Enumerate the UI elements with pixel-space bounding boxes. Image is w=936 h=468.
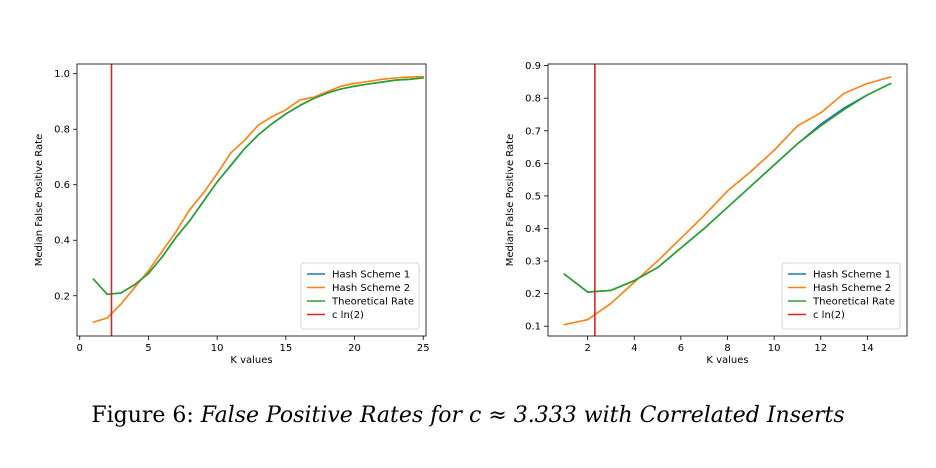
legend-box xyxy=(300,262,420,330)
y-axis-label: Median False Positive Rate xyxy=(34,134,45,267)
series-line-hash-scheme-1 xyxy=(563,82,892,293)
y-tick-label: 0.8 xyxy=(54,125,70,136)
series-line-hash-scheme-2 xyxy=(92,75,425,323)
legend-label: c ln(2) xyxy=(813,310,845,321)
y-axis-label: Median False Positive Rate xyxy=(505,134,516,267)
caption-text: False Positive Rates for c ≈ 3.333 with … xyxy=(200,403,845,428)
y-tick-label: 0.4 xyxy=(54,236,70,247)
x-tick-label: 5 xyxy=(145,343,151,354)
x-tick-label: 10 xyxy=(768,343,781,354)
y-tick-label: 0.2 xyxy=(525,289,541,300)
x-axis-label: K values xyxy=(230,355,272,366)
series-line-hash-scheme-1 xyxy=(92,77,425,296)
series-line-theoretical-rate xyxy=(563,82,892,293)
x-tick-label: 14 xyxy=(861,343,874,354)
y-tick-label: 0.7 xyxy=(525,126,541,137)
y-tick-label: 0.8 xyxy=(525,94,541,105)
plot-frame xyxy=(547,63,908,337)
x-tick-label: 8 xyxy=(724,343,730,354)
series-line-hash-scheme-2 xyxy=(563,76,892,326)
y-tick-label: 0.6 xyxy=(54,180,70,191)
legend: Hash Scheme 1 Hash Scheme 2 Theoretical Ra… xyxy=(300,262,420,330)
x-tick-label: 6 xyxy=(678,343,684,354)
x-tick-label: 0 xyxy=(77,343,83,354)
legend-label: Theoretical Rate xyxy=(812,297,895,308)
legend-box xyxy=(781,262,901,330)
x-tick-label: 12 xyxy=(814,343,827,354)
legend-label: Hash Scheme 1 xyxy=(813,270,891,281)
legend-label: c ln(2) xyxy=(332,310,364,321)
x-tick-label: 15 xyxy=(279,343,292,354)
caption-prefix: Figure 6: xyxy=(91,403,201,428)
y-tick-label: 0.2 xyxy=(54,291,70,302)
y-tick-label: 0.3 xyxy=(525,257,541,268)
legend: Hash Scheme 1 Hash Scheme 2 Theoretical Ra… xyxy=(781,262,901,330)
legend-label: Theoretical Rate xyxy=(331,297,414,308)
x-tick-label: 10 xyxy=(211,343,224,354)
legend-label: Hash Scheme 1 xyxy=(332,270,410,281)
series-line-theoretical-rate xyxy=(92,77,425,296)
x-tick-label: 25 xyxy=(417,343,430,354)
y-tick-label: 0.4 xyxy=(525,224,541,235)
x-axis-label: K values xyxy=(706,355,748,366)
chart-2: 2 4 6 8 10 12 14 0.1 0.2 0.3 0.4 0.5 0.6 0.7 0.8 0.9 K v… xyxy=(505,61,908,366)
x-tick-label: 20 xyxy=(348,343,361,354)
y-tick-label: 1.0 xyxy=(54,69,70,80)
plot-frame xyxy=(76,63,427,337)
y-tick-label: 0.1 xyxy=(525,322,541,333)
legend-label: Hash Scheme 2 xyxy=(813,283,891,294)
y-tick-label: 0.5 xyxy=(525,191,541,202)
x-tick-label: 4 xyxy=(631,343,637,354)
figure-caption: Figure 6: False Positive Rates for c ≈ 3… xyxy=(0,403,936,428)
y-tick-label: 0.6 xyxy=(525,159,541,170)
y-tick-label: 0.9 xyxy=(525,61,541,72)
plot-area xyxy=(92,64,425,336)
chart-1: 0 5 10 15 20 25 0.2 0.4 0.6 0.8 1.0 K values Median … xyxy=(34,63,430,366)
plot-area xyxy=(563,64,892,336)
legend-label: Hash Scheme 2 xyxy=(332,283,410,294)
x-tick-label: 2 xyxy=(584,343,590,354)
